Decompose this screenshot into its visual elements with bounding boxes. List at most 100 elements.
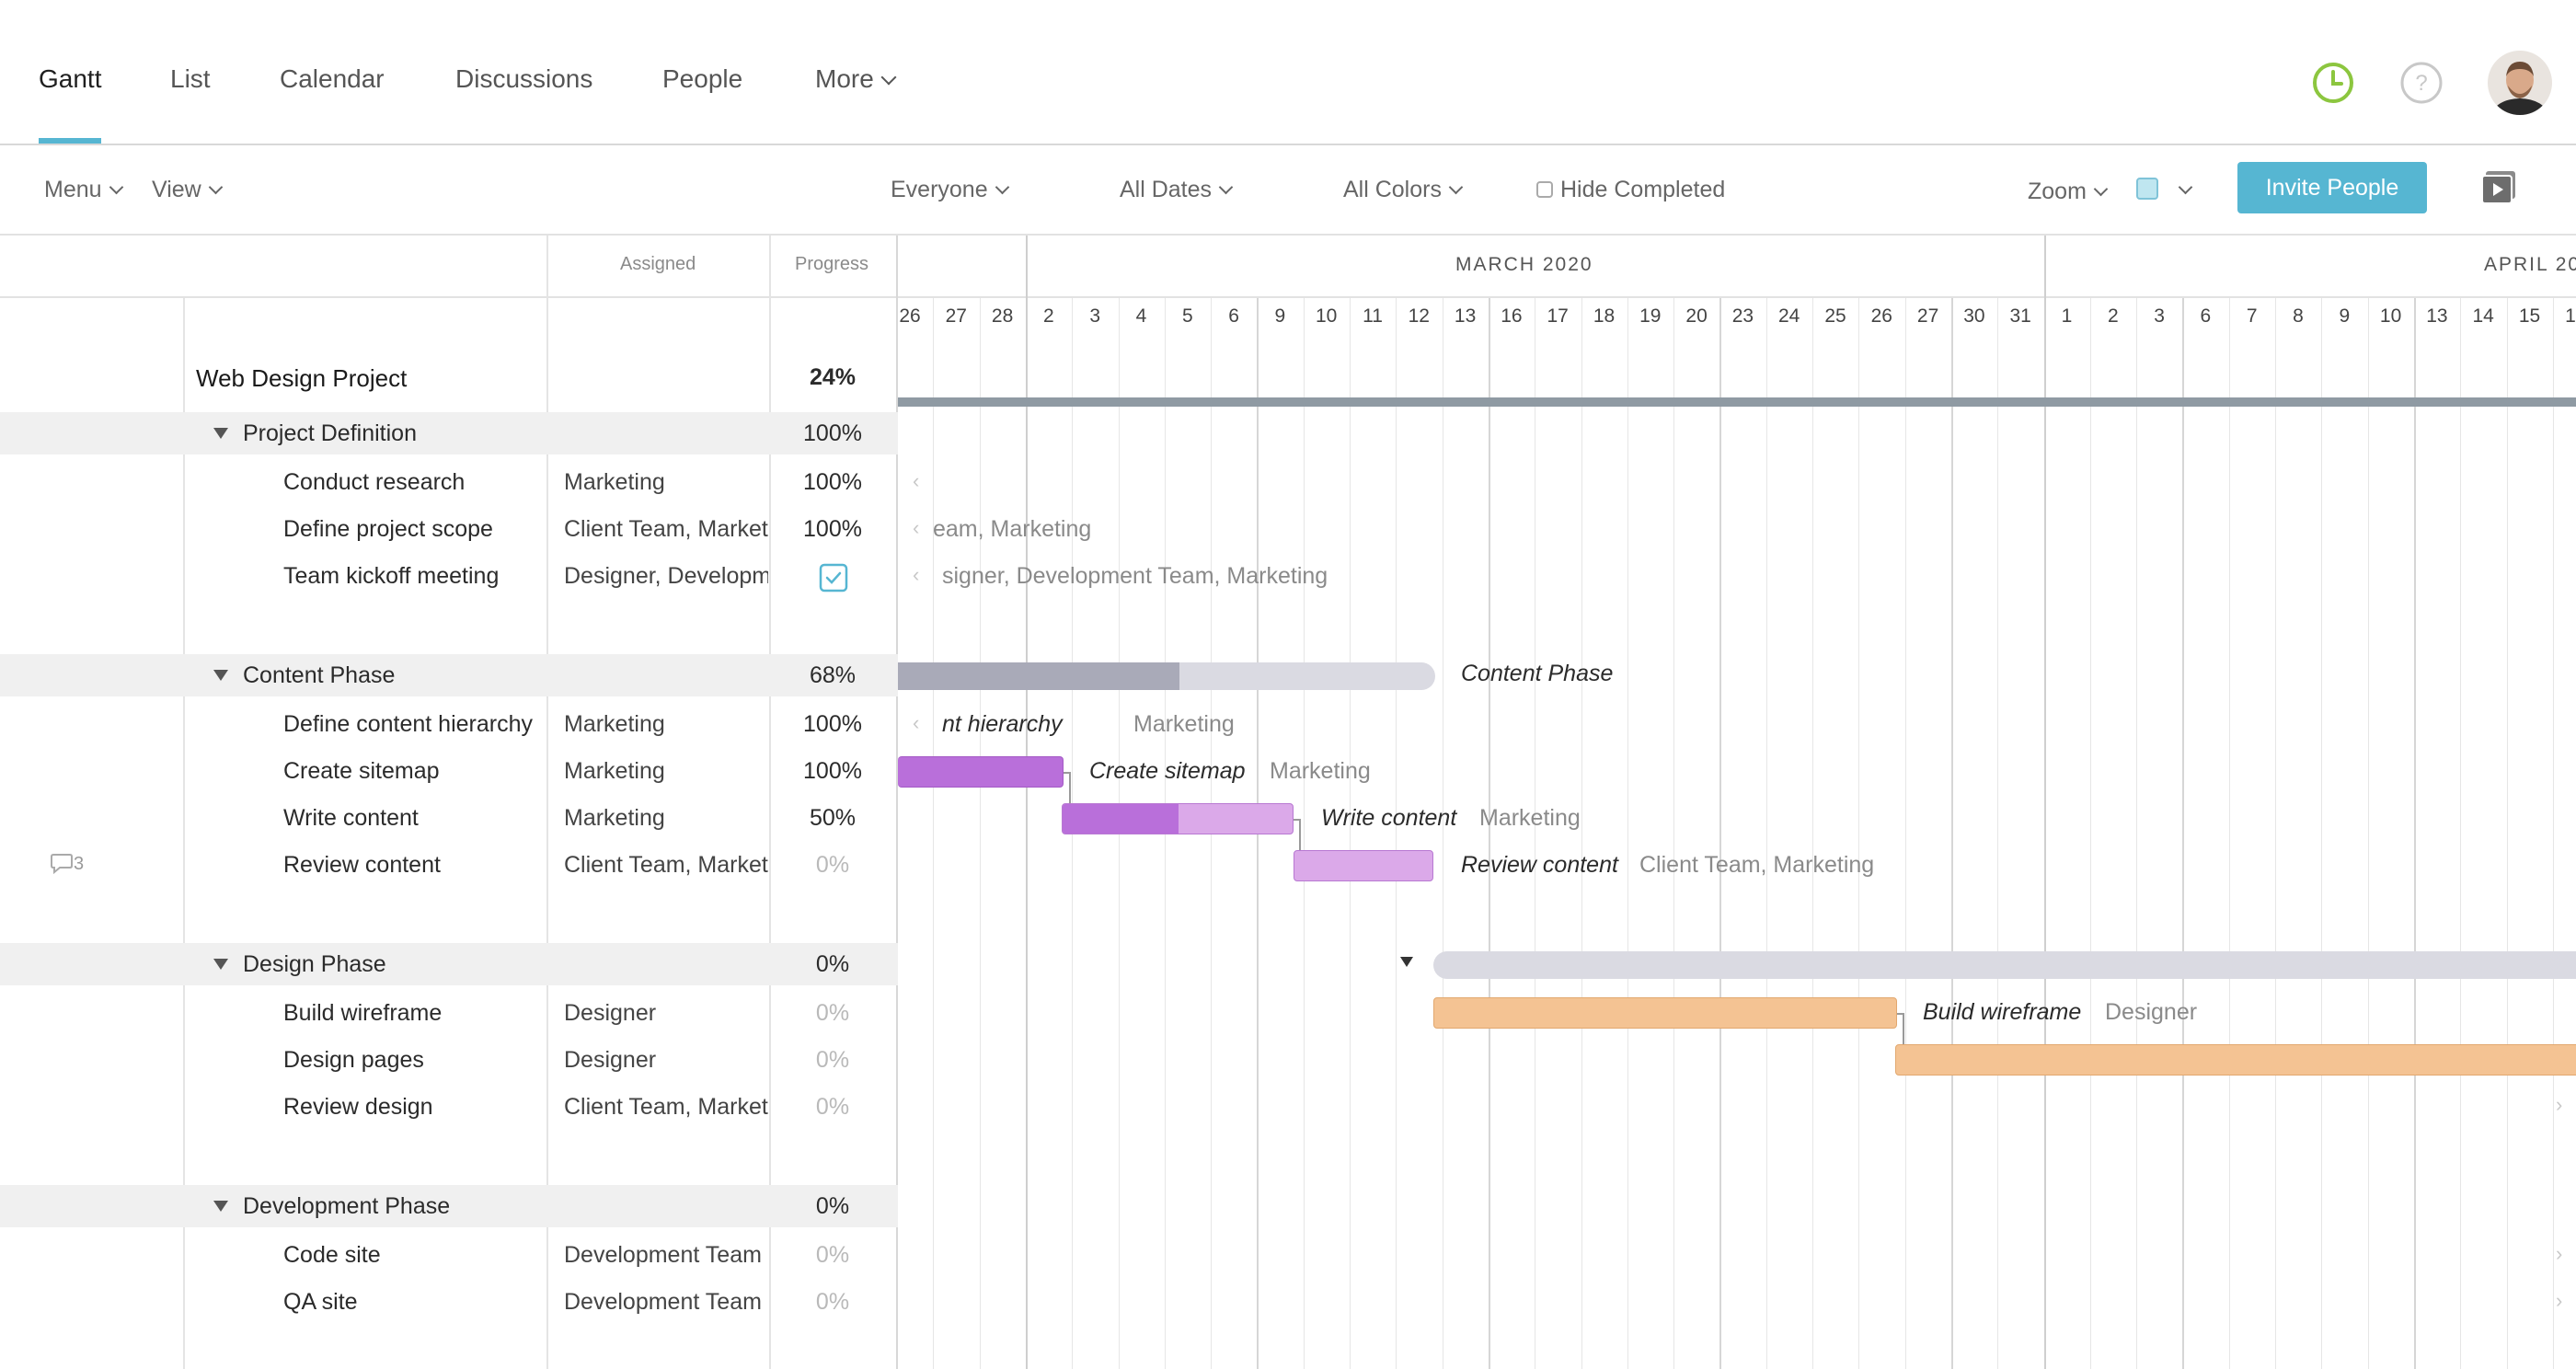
- invite-people-button[interactable]: Invite People: [2237, 162, 2427, 213]
- task-name[interactable]: Build wireframe: [283, 1000, 443, 1026]
- task-assigned[interactable]: Marketing: [564, 469, 665, 495]
- dates-filter[interactable]: All Dates: [1120, 177, 1234, 203]
- project-summary-bar[interactable]: [898, 397, 2576, 407]
- task-name[interactable]: Create sitemap: [283, 758, 440, 784]
- day-label: 24: [1778, 305, 1800, 327]
- task-assigned[interactable]: Client Team, Marketing: [564, 1094, 768, 1120]
- task-name[interactable]: Review design: [283, 1094, 433, 1120]
- task-progress[interactable]: 100%: [803, 711, 862, 737]
- project-name[interactable]: Web Design Project: [196, 364, 408, 392]
- day-gridline: [1581, 298, 1582, 1369]
- collapse-triangle-icon[interactable]: [1400, 957, 1413, 973]
- color-swatch-dropdown[interactable]: [2171, 177, 2193, 203]
- hide-completed-checkbox[interactable]: [1536, 181, 1553, 198]
- help-glyph: ?: [2415, 71, 2427, 96]
- phase-row[interactable]: [0, 412, 898, 454]
- chevron-left-icon[interactable]: ‹: [913, 563, 920, 586]
- bar-assigned-label: Marketing: [1270, 758, 1371, 784]
- task-name[interactable]: Team kickoff meeting: [283, 563, 500, 589]
- write-content-bar[interactable]: [1062, 803, 1294, 834]
- create-sitemap-bar[interactable]: [898, 756, 1064, 788]
- task-progress[interactable]: 100%: [803, 516, 862, 542]
- help-icon[interactable]: ?: [2399, 61, 2444, 105]
- task-progress[interactable]: 0%: [815, 1094, 850, 1120]
- task-name[interactable]: Define content hierarchy: [283, 711, 533, 737]
- top-nav: Gantt List Calendar Discussions People M…: [0, 0, 2576, 145]
- task-name[interactable]: QA site: [283, 1289, 358, 1315]
- task-name[interactable]: Code site: [283, 1242, 381, 1268]
- task-assigned[interactable]: Marketing: [564, 758, 665, 784]
- tab-people[interactable]: People: [662, 64, 743, 93]
- task-progress[interactable]: 0%: [815, 852, 850, 878]
- colors-filter[interactable]: All Colors: [1343, 177, 1464, 203]
- avatar[interactable]: [2488, 51, 2552, 115]
- divider: [546, 236, 548, 1369]
- day-gridline: [2275, 298, 2276, 1369]
- collapse-triangle-icon[interactable]: [213, 670, 228, 681]
- day-label: 16: [1501, 305, 1523, 327]
- comment-count[interactable]: 3: [50, 852, 84, 875]
- task-assigned[interactable]: Client Team, Marketing: [564, 852, 768, 878]
- day-gridline: [2460, 298, 2462, 1369]
- task-progress[interactable]: 0%: [815, 1242, 850, 1268]
- task-progress[interactable]: 100%: [803, 758, 862, 784]
- presentation-icon[interactable]: [2478, 167, 2519, 208]
- design-pages-bar[interactable]: [1895, 1044, 2576, 1076]
- task-assigned[interactable]: Development Team: [564, 1242, 762, 1268]
- tab-list[interactable]: List: [170, 64, 211, 93]
- build-wireframe-bar[interactable]: [1433, 997, 1897, 1029]
- phase-name[interactable]: Content Phase: [213, 662, 395, 689]
- phase-row[interactable]: [0, 654, 898, 696]
- content-phase-bar[interactable]: [898, 662, 1435, 690]
- task-progress[interactable]: 100%: [803, 469, 862, 495]
- everyone-filter[interactable]: Everyone: [891, 177, 1009, 203]
- chevron-right-icon[interactable]: ›: [2556, 1242, 2563, 1265]
- task-name[interactable]: Conduct research: [283, 469, 466, 495]
- review-content-bar[interactable]: [1294, 850, 1433, 881]
- zoom-dropdown[interactable]: Zoom: [2028, 178, 2109, 205]
- task-progress[interactable]: 0%: [815, 1047, 850, 1073]
- task-assigned[interactable]: Designer: [564, 1047, 657, 1073]
- view-dropdown[interactable]: View: [152, 177, 224, 203]
- hide-completed-toggle[interactable]: Hide Completed: [1536, 177, 1725, 203]
- phase-name[interactable]: Project Definition: [213, 420, 417, 447]
- task-name[interactable]: Design pages: [283, 1047, 424, 1073]
- color-swatch[interactable]: [2136, 178, 2158, 200]
- task-assigned[interactable]: Designer: [564, 1000, 657, 1026]
- phase-name[interactable]: Development Phase: [213, 1193, 450, 1220]
- task-assigned[interactable]: Client Team, Marketing: [564, 516, 768, 542]
- tab-more[interactable]: More: [815, 64, 897, 94]
- chevron-left-icon[interactable]: ‹: [913, 711, 920, 734]
- tab-discussions[interactable]: Discussions: [455, 64, 593, 93]
- chevron-left-icon[interactable]: ‹: [913, 516, 920, 539]
- chevron-left-icon[interactable]: ‹: [913, 469, 920, 492]
- phase-row[interactable]: [0, 1185, 898, 1227]
- chevron-right-icon[interactable]: ›: [2556, 1289, 2563, 1312]
- phase-row[interactable]: [0, 943, 898, 985]
- gantt-timeline[interactable]: 26 27 28 2 3 4 5 6 9 10 11 12 13 16 17 18 19 20 23 24 25 26 27…: [898, 236, 2576, 1369]
- task-progress[interactable]: 0%: [815, 1289, 850, 1315]
- design-phase-bar[interactable]: [1433, 951, 2576, 979]
- menu-dropdown[interactable]: Menu: [44, 177, 123, 203]
- tab-gantt[interactable]: Gantt: [39, 64, 102, 93]
- chevron-right-icon[interactable]: ›: [2556, 1093, 2563, 1116]
- task-assigned[interactable]: Marketing: [564, 711, 665, 737]
- task-assigned[interactable]: Marketing: [564, 805, 665, 831]
- phase-row-band: [898, 412, 2576, 454]
- phase-name[interactable]: Design Phase: [213, 951, 386, 978]
- collapse-triangle-icon[interactable]: [213, 428, 228, 439]
- task-name[interactable]: Review content: [283, 852, 441, 878]
- clock-icon[interactable]: [2311, 61, 2355, 105]
- task-name[interactable]: Write content: [283, 805, 419, 831]
- task-name[interactable]: Define project scope: [283, 516, 493, 542]
- tab-calendar[interactable]: Calendar: [280, 64, 385, 93]
- task-progress[interactable]: 0%: [815, 1000, 850, 1026]
- collapse-triangle-icon[interactable]: [213, 1201, 228, 1212]
- collapse-triangle-icon[interactable]: [213, 959, 228, 970]
- view-label: View: [152, 177, 201, 202]
- task-assigned[interactable]: Development Team: [564, 1289, 762, 1315]
- task-assigned[interactable]: Designer, Development Team, Marketing: [564, 563, 768, 589]
- milestone-complete-icon[interactable]: [819, 563, 848, 592]
- day-label: 19: [1639, 305, 1662, 327]
- task-progress[interactable]: 50%: [809, 805, 857, 831]
